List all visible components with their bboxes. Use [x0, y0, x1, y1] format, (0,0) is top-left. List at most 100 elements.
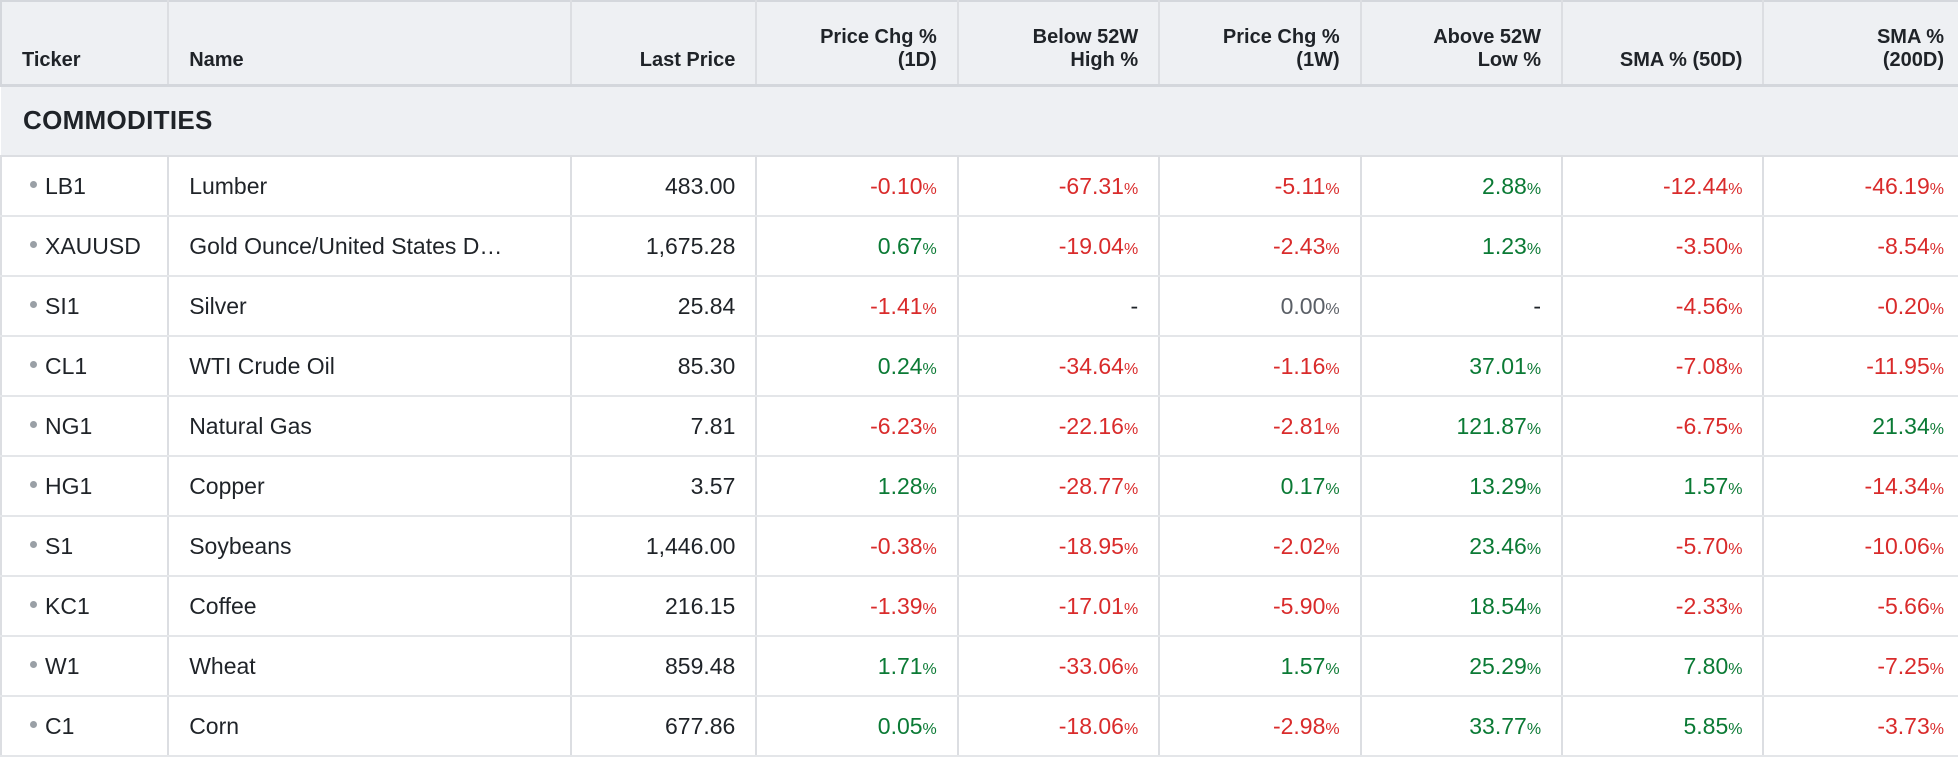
pct-value: -28.77	[1058, 472, 1124, 499]
pct-value: 21.34	[1872, 412, 1930, 439]
col-header-last-price[interactable]: Last Price	[571, 0, 758, 87]
percent-sign: %	[922, 240, 937, 258]
below-52w-high-cell: -18.06%	[957, 696, 1161, 757]
ticker-symbol[interactable]: S1	[45, 532, 74, 559]
percent-sign: %	[922, 720, 937, 738]
pct-value: -0.38	[870, 532, 923, 559]
col-header-price-chg-1d[interactable]: Price Chg % (1D)	[756, 0, 959, 87]
ticker-symbol[interactable]: SI1	[45, 292, 80, 319]
ticker-symbol[interactable]: NG1	[45, 412, 93, 439]
table-row[interactable]: S1 Soybeans 1,446.00 -0.38% -18.95% -2.02% 23.…	[0, 516, 1958, 577]
sma-200d-cell: -14.34%	[1763, 456, 1958, 517]
last-price-cell: 3.57	[571, 456, 758, 517]
price-chg-1w-cell: -5.11%	[1159, 156, 1362, 217]
ticker-symbol[interactable]: C1	[45, 712, 75, 739]
ticker-cell[interactable]: XAUUSD	[0, 216, 170, 277]
ticker-cell[interactable]: S1	[0, 516, 170, 577]
pct-value: -2.43	[1272, 232, 1326, 259]
ticker-symbol[interactable]: KC1	[45, 592, 90, 619]
col-header-below-52w-high[interactable]: Below 52W High %	[957, 0, 1161, 87]
bullet-dot-icon	[30, 360, 37, 368]
pct-value: 0.00	[1280, 292, 1326, 319]
pct-value: -8.54	[1877, 232, 1930, 259]
last-price-cell: 859.48	[571, 636, 758, 697]
pct-value: -5.90	[1272, 592, 1326, 619]
name-cell: Gold Ounce/United States D…	[168, 216, 573, 277]
ticker-cell[interactable]: KC1	[0, 576, 170, 637]
ticker-cell[interactable]: C1	[0, 696, 170, 757]
sma-200d-cell: -8.54%	[1763, 216, 1958, 277]
table-row[interactable]: XAUUSD Gold Ounce/United States D… 1,675.2…	[0, 216, 1958, 277]
percent-sign: %	[1325, 660, 1340, 678]
pct-value: -18.95	[1058, 532, 1124, 559]
price-chg-1d-cell: -0.10%	[756, 156, 959, 217]
sma-200d-cell: 21.34%	[1763, 396, 1958, 457]
above-52w-low-cell: 33.77%	[1360, 696, 1564, 757]
col-header-sma-200d[interactable]: SMA % (200D)	[1763, 0, 1958, 87]
last-price-cell: 1,675.28	[571, 216, 758, 277]
ticker-cell[interactable]: NG1	[0, 396, 170, 457]
bullet-dot-icon	[30, 660, 37, 668]
price-chg-1w-cell: 0.00%	[1159, 276, 1362, 337]
ticker-symbol[interactable]: CL1	[45, 352, 88, 379]
ticker-cell[interactable]: SI1	[0, 276, 170, 337]
above-52w-low-cell: 25.29%	[1360, 636, 1564, 697]
pct-value: -46.19	[1864, 172, 1930, 199]
ticker-symbol[interactable]: W1	[45, 652, 80, 679]
price-chg-1d-cell: -6.23%	[756, 396, 959, 457]
pct-value: -18.06	[1058, 712, 1124, 739]
pct-value: 0.67	[877, 232, 923, 259]
table-row[interactable]: SI1 Silver 25.84 -1.41% -0.00% - -4.56% -0.20%	[0, 276, 1958, 337]
pct-value: -12.44	[1663, 172, 1729, 199]
table-row[interactable]: CL1 WTI Crude Oil 85.30 0.24% -34.64% -1.16% 3…	[0, 336, 1958, 397]
pct-value: -3.50	[1675, 232, 1729, 259]
section-title: COMMODITIES	[1, 85, 1958, 157]
ticker-cell[interactable]: W1	[0, 636, 170, 697]
ticker-cell[interactable]: LB1	[0, 156, 170, 217]
pct-value: 1.57	[1280, 652, 1326, 679]
col-header-price-chg-1w[interactable]: Price Chg % (1W)	[1159, 0, 1362, 87]
percent-sign: %	[1728, 480, 1743, 498]
sma-50d-cell: 1.57%	[1562, 456, 1765, 517]
pct-value: 0.17	[1280, 472, 1326, 499]
table-row[interactable]: KC1 Coffee 216.15 -1.39% -17.01% -5.90% 18.54%…	[0, 576, 1958, 637]
pct-value: 18.54	[1469, 592, 1527, 619]
table-row[interactable]: LB1 Lumber 483.00 -0.10% -67.31% -5.11% 2.88% -…	[0, 156, 1958, 217]
col-header-line: Price Chg %	[1222, 25, 1340, 48]
bullet-dot-icon	[30, 180, 37, 188]
pct-value: -17.01	[1058, 592, 1124, 619]
ticker-symbol[interactable]: HG1	[45, 472, 93, 499]
ticker-cell[interactable]: CL1	[0, 336, 170, 397]
table-row[interactable]: C1 Corn 677.86 0.05% -18.06% -2.98% 33.77% 5.85…	[0, 696, 1958, 757]
pct-value: -19.04	[1058, 232, 1124, 259]
col-header-ticker[interactable]: Ticker	[0, 0, 170, 87]
price-chg-1d-cell: 1.71%	[756, 636, 959, 697]
percent-sign: %	[1929, 360, 1944, 378]
col-header-line: (1D)	[897, 48, 937, 71]
ticker-symbol[interactable]: LB1	[45, 172, 86, 199]
col-header-above-52w-low[interactable]: Above 52W Low %	[1360, 0, 1564, 87]
ticker-symbol[interactable]: XAUUSD	[45, 232, 141, 259]
pct-value: -2.81	[1272, 412, 1326, 439]
name-cell: WTI Crude Oil	[168, 336, 573, 397]
ticker-cell[interactable]: HG1	[0, 456, 170, 517]
percent-sign: %	[922, 360, 937, 378]
percent-sign: %	[1325, 540, 1340, 558]
table-row[interactable]: NG1 Natural Gas 7.81 -6.23% -22.16% -2.81% 121…	[0, 396, 1958, 457]
sma-200d-cell: -0.20%	[1763, 276, 1958, 337]
table-row[interactable]: W1 Wheat 859.48 1.71% -33.06% 1.57% 25.29% 7.80…	[0, 636, 1958, 697]
sma-50d-cell: -7.08%	[1562, 336, 1765, 397]
bullet-dot-icon	[30, 300, 37, 308]
pct-value: 13.29	[1469, 472, 1527, 499]
pct-value: 1.71	[877, 652, 923, 679]
table-row[interactable]: HG1 Copper 3.57 1.28% -28.77% 0.17% 13.29% 1.57…	[0, 456, 1958, 517]
percent-sign: %	[922, 600, 937, 618]
sma-200d-cell: -3.73%	[1763, 696, 1958, 757]
percent-sign: %	[922, 180, 937, 198]
percent-sign: %	[922, 420, 937, 438]
pct-value: -1.16	[1272, 352, 1326, 379]
col-header-line: (200D)	[1882, 48, 1944, 71]
last-price-cell: 85.30	[571, 336, 758, 397]
col-header-name[interactable]: Name	[168, 0, 573, 87]
col-header-sma-50d[interactable]: SMA % (50D)	[1562, 0, 1765, 87]
